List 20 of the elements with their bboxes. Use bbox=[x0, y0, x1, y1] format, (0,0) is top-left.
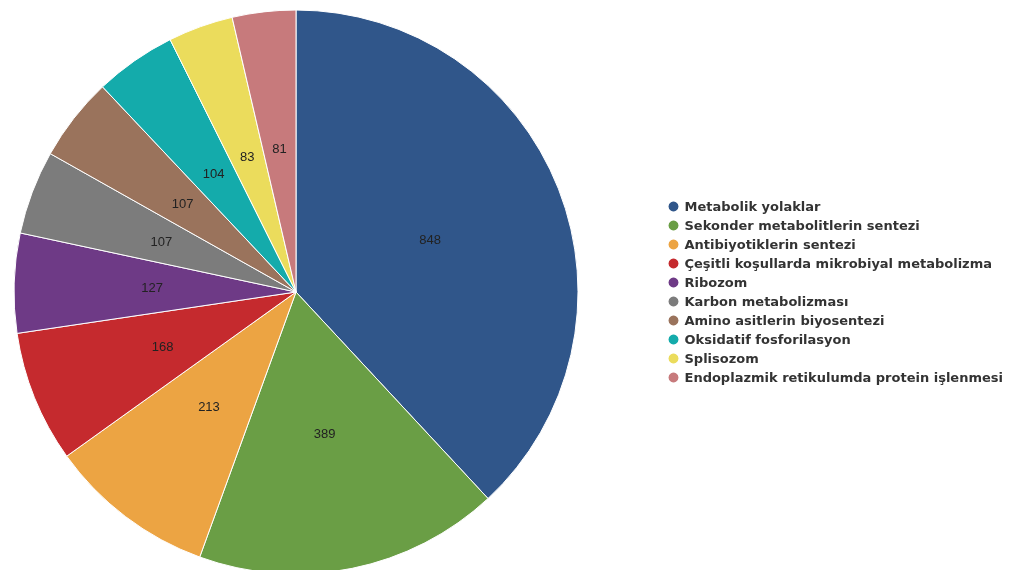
legend-label: Splisozom bbox=[684, 351, 759, 366]
legend-label: Çeşitli koşullarda mikrobiyal metabolizma bbox=[684, 256, 992, 271]
legend-label: Endoplazmik retikulumda protein işlenmesi bbox=[684, 370, 1003, 385]
data-label: 107 bbox=[171, 195, 194, 211]
legend-label: Amino asitlerin biyosentezi bbox=[684, 313, 885, 328]
data-label: 104 bbox=[202, 166, 225, 182]
data-label: 389 bbox=[313, 425, 336, 441]
data-label: 107 bbox=[150, 233, 173, 249]
data-label: 848 bbox=[419, 231, 441, 247]
data-label: 168 bbox=[151, 338, 174, 354]
data-label: 81 bbox=[272, 141, 287, 157]
data-label: 83 bbox=[239, 149, 255, 165]
data-label: 213 bbox=[198, 399, 220, 415]
legend-label: Metabolik yolaklar bbox=[684, 199, 822, 214]
legend-label: Sekonder metabolitlerin sentezi bbox=[684, 218, 920, 233]
legend-label: Antibiyotiklerin sentezi bbox=[684, 237, 856, 252]
legend-label: Ribozom bbox=[684, 275, 748, 290]
legend-label: Karbon metabolizması bbox=[684, 294, 849, 309]
legend-label: Oksidatif fosforilasyon bbox=[684, 332, 851, 347]
data-label: 127 bbox=[141, 279, 163, 295]
